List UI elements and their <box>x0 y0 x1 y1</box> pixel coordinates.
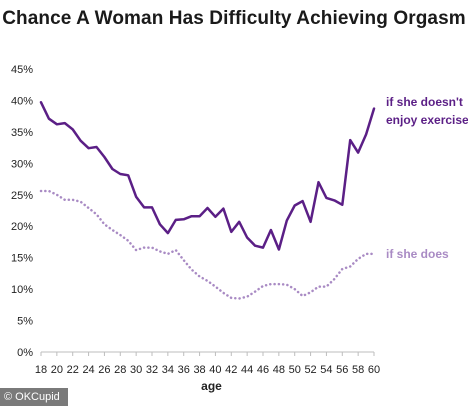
y-tick-label: 5% <box>17 316 33 328</box>
y-tick-label: 20% <box>11 221 33 233</box>
x-tick-label: 54 <box>320 364 332 376</box>
x-tick-label: 60 <box>368 364 380 376</box>
x-tick-label: 26 <box>98 364 110 376</box>
x-axis-title: age <box>201 379 222 393</box>
x-tick-label: 52 <box>304 364 316 376</box>
y-tick-label: 40% <box>11 95 33 107</box>
y-tick-label: 15% <box>11 253 33 265</box>
x-tick-label: 40 <box>209 364 221 376</box>
y-tick-label: 0% <box>17 347 33 359</box>
x-tick-label: 58 <box>352 364 364 376</box>
y-tick-label: 25% <box>11 190 33 202</box>
y-axis: 0% 5% 10% 15% 20% 25% 30% 35% 40% 45% <box>11 64 33 359</box>
y-tick-label: 10% <box>11 284 33 296</box>
x-axis: 18 20 22 24 26 28 30 32 34 36 38 40 42 44 46 48 50 52 54 56… <box>35 352 380 376</box>
series-line-no-exercise <box>39 101 376 251</box>
series-line-exercise <box>39 189 376 300</box>
series-label-exercise: if she does <box>386 247 449 261</box>
series-labels: if she doesn't enjoy exercise if she does <box>386 95 468 261</box>
series-label-no-exercise: enjoy exercise <box>386 113 468 127</box>
credit-badge: © OKCupid <box>0 388 68 406</box>
x-tick-label: 30 <box>130 364 142 376</box>
x-tick-label: 44 <box>241 364 253 376</box>
y-tick-label: 35% <box>11 127 33 139</box>
x-tick-label: 32 <box>146 364 158 376</box>
x-tick-label: 20 <box>51 364 63 376</box>
series-lines <box>39 101 376 300</box>
y-tick-label: 45% <box>11 64 33 76</box>
x-tick-label: 48 <box>273 364 285 376</box>
x-tick-label: 18 <box>35 364 47 376</box>
chart-title: Chance A Woman Has Difficulty Achieving … <box>2 8 466 29</box>
x-tick-label: 22 <box>67 364 79 376</box>
x-tick-label: 24 <box>82 364 94 376</box>
series-label-no-exercise: if she doesn't <box>386 95 463 109</box>
x-tick-label: 50 <box>289 364 301 376</box>
x-tick-label: 36 <box>178 364 190 376</box>
x-tick-label: 34 <box>162 364 174 376</box>
x-tick-label: 56 <box>336 364 348 376</box>
x-tick-label: 28 <box>114 364 126 376</box>
x-tick-label: 46 <box>257 364 269 376</box>
y-tick-label: 30% <box>11 158 33 170</box>
x-tick-label: 42 <box>225 364 237 376</box>
x-tick-label: 38 <box>193 364 205 376</box>
